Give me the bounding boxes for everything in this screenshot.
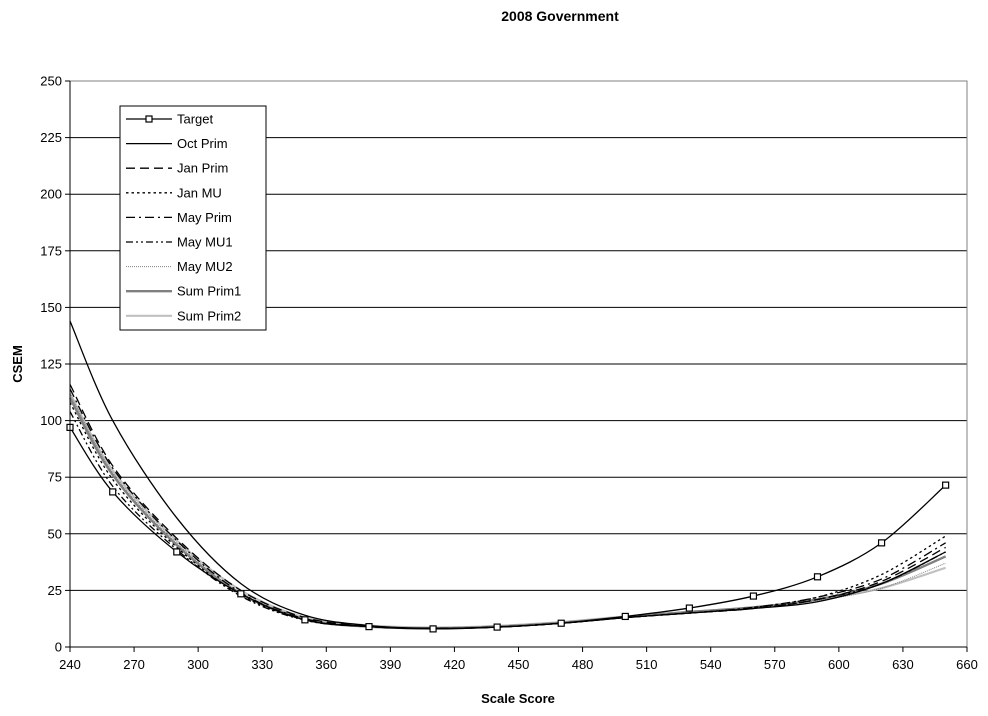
x-tick-label: 600 (828, 657, 850, 672)
y-tick-label: 25 (48, 583, 62, 598)
legend-label-may-mu2: May MU2 (177, 259, 233, 274)
x-axis-title: Scale Score (481, 691, 555, 706)
axis-layer: 0 25 50 75 100 125 150 175 200 225 250 240 270 300 330… (40, 74, 978, 673)
y-tick-label: 150 (40, 300, 62, 315)
legend-label-may-mu1: May MU1 (177, 235, 233, 250)
series-line-oct-prim (69, 320, 946, 630)
series-line-sum-prim1 (68, 397, 947, 630)
series-point-target (685, 604, 693, 612)
series-point-target (942, 481, 950, 489)
series-layer (66, 320, 950, 633)
x-tick-label: 450 (508, 657, 530, 672)
legend-label-sum-prim2: Sum Prim2 (177, 308, 241, 323)
series-line-may-prim (69, 388, 946, 630)
y-tick-label: 200 (40, 187, 62, 202)
legend-label-jan-prim: Jan Prim (177, 161, 228, 176)
series-point-target (493, 623, 501, 631)
series-point-target (557, 619, 565, 627)
x-tick-label: 390 (380, 657, 402, 672)
x-tick-label: 300 (187, 657, 209, 672)
x-tick-label: 480 (572, 657, 594, 672)
legend-label-sum-prim1: Sum Prim1 (177, 284, 241, 299)
legend-items: Target Oct Prim Jan Prim Jan MU May Prim May … (126, 112, 241, 323)
chart-title: 2008 Government (501, 8, 619, 24)
legend-label-oct-prim: Oct Prim (177, 136, 228, 151)
y-tick-label: 50 (48, 526, 62, 541)
legend-marker-target (145, 115, 153, 123)
y-tick-label: 175 (40, 243, 62, 258)
series-point-target (429, 625, 437, 633)
legend-label-may-prim: May Prim (177, 210, 232, 225)
series-line-sum-prim2 (69, 392, 946, 629)
series-line-target (69, 427, 947, 630)
series-point-target (173, 548, 181, 556)
x-tick-label: 660 (956, 657, 978, 672)
series-line-jan-prim (69, 384, 946, 630)
series-line-may-mu2 (69, 393, 946, 629)
series-point-target (301, 616, 309, 624)
legend-label-jan-mu: Jan MU (177, 185, 222, 200)
x-tick-label: 360 (315, 657, 337, 672)
x-tick-label: 540 (700, 657, 722, 672)
y-tick-label: 250 (40, 74, 62, 89)
y-tick-label: 75 (48, 470, 62, 485)
y-tick-label: 125 (40, 357, 62, 372)
x-tick-label: 270 (123, 657, 145, 672)
x-tick-label: 330 (251, 657, 273, 672)
x-tick-label: 570 (764, 657, 786, 672)
series-line-jan-mu (69, 402, 946, 630)
series-point-target (237, 590, 245, 598)
series-point-target (365, 623, 373, 631)
series-point-target (621, 612, 629, 621)
y-axis-title: CSEM (10, 345, 25, 383)
series-point-target (877, 539, 886, 547)
y-tick-label: 0 (55, 640, 62, 655)
x-tick-label: 630 (892, 657, 914, 672)
x-tick-label: 510 (636, 657, 658, 672)
legend-label-target: Target (177, 112, 214, 127)
series-point-target (109, 488, 117, 496)
x-tick-label: 240 (59, 657, 81, 672)
y-tick-label: 100 (40, 413, 62, 428)
y-tick-label: 225 (40, 130, 62, 145)
legend: Target Oct Prim Jan Prim Jan MU May Prim May … (119, 105, 267, 331)
series-point-target (749, 592, 758, 600)
series-point-target (813, 573, 822, 581)
x-tick-label: 420 (444, 657, 466, 672)
series-line-may-mu1 (69, 411, 946, 630)
